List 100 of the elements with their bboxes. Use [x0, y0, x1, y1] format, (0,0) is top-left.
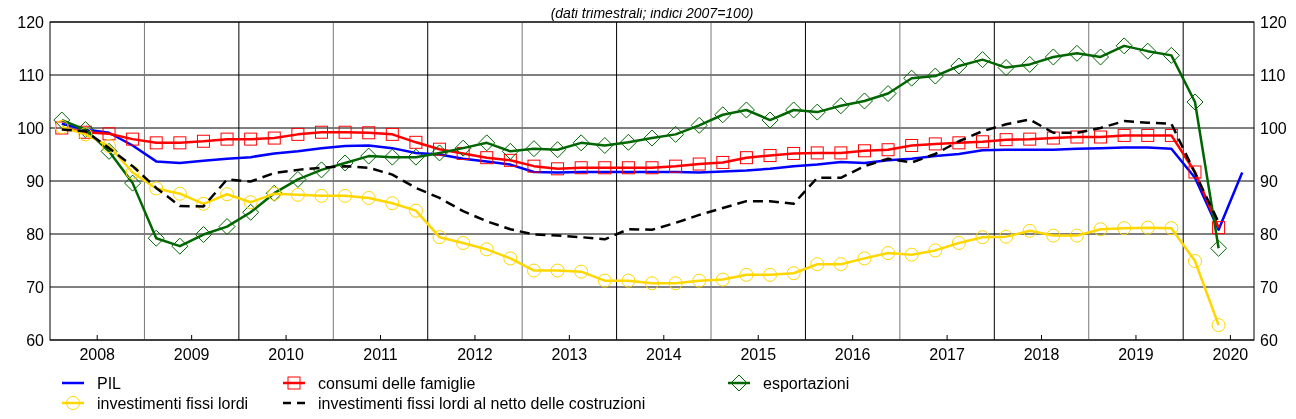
- point: [905, 138, 919, 152]
- point: [196, 134, 210, 148]
- point: [456, 146, 470, 160]
- chart-subtitle: (dati trimestrali; indici 2007=100): [550, 5, 754, 21]
- x-tick-label: 2019: [1118, 346, 1154, 363]
- x-tick-label: 2012: [457, 346, 493, 363]
- point: [574, 264, 589, 279]
- point: [1117, 221, 1132, 236]
- point: [1070, 130, 1084, 144]
- point: [383, 148, 401, 166]
- point: [407, 148, 425, 166]
- point: [1164, 221, 1179, 236]
- point: [1044, 48, 1062, 66]
- point: [1164, 128, 1178, 142]
- point: [857, 251, 872, 266]
- point: [503, 153, 517, 167]
- point: [1140, 220, 1155, 235]
- point: [149, 181, 164, 196]
- point: [291, 127, 305, 141]
- point: [149, 136, 163, 150]
- point: [833, 257, 848, 272]
- point: [786, 266, 801, 281]
- point: [879, 85, 897, 103]
- point: [598, 161, 612, 175]
- point: [126, 132, 140, 146]
- y2-tick-label: 90: [1260, 173, 1278, 190]
- point: [312, 161, 330, 179]
- point: [834, 146, 848, 160]
- point: [1046, 131, 1060, 145]
- point: [716, 155, 730, 169]
- point: [810, 257, 825, 272]
- point: [362, 126, 376, 140]
- point: [976, 135, 990, 149]
- point: [974, 51, 992, 69]
- point: [999, 229, 1014, 244]
- point: [360, 147, 378, 165]
- x-tick-label: 2010: [268, 346, 304, 363]
- y-tick-label: 120: [17, 14, 45, 31]
- point: [525, 140, 543, 158]
- point: [409, 135, 423, 149]
- point: [596, 136, 614, 154]
- point: [785, 101, 803, 119]
- point: [1187, 254, 1202, 269]
- point: [1188, 165, 1202, 179]
- point: [690, 116, 708, 134]
- point: [597, 273, 612, 288]
- point: [904, 247, 919, 262]
- point: [1093, 222, 1108, 237]
- y2-tick-label: 80: [1260, 226, 1278, 243]
- point: [336, 154, 354, 172]
- point: [125, 165, 140, 180]
- point: [1092, 48, 1110, 66]
- y2-tick-label: 110: [1260, 67, 1286, 84]
- y2-tick-label: 100: [1260, 120, 1287, 137]
- point: [549, 141, 567, 159]
- point: [999, 133, 1013, 147]
- point: [572, 134, 590, 152]
- point: [1068, 44, 1086, 62]
- point: [951, 236, 966, 251]
- point: [997, 59, 1015, 77]
- point: [692, 273, 707, 288]
- x-tick-label: 2018: [1023, 346, 1060, 363]
- point: [102, 139, 117, 154]
- legend-label: investimenti fissi lordi al netto delle costruzioni: [318, 395, 646, 412]
- point: [526, 263, 541, 278]
- point: [739, 151, 753, 165]
- point: [1210, 239, 1228, 257]
- point: [124, 174, 142, 192]
- point: [171, 237, 189, 255]
- point: [456, 236, 471, 251]
- point: [857, 144, 871, 158]
- point: [975, 230, 990, 245]
- point: [478, 134, 496, 152]
- y2-tick-label: 120: [1260, 14, 1287, 31]
- point: [643, 129, 661, 147]
- point: [385, 127, 399, 141]
- point: [928, 243, 943, 258]
- point: [432, 230, 447, 245]
- point: [926, 67, 944, 85]
- point: [881, 143, 895, 157]
- point: [1022, 223, 1037, 238]
- point: [385, 196, 400, 211]
- x-tick-label: 2014: [646, 346, 682, 363]
- point: [218, 218, 236, 236]
- y2-tick-label: 60: [1260, 332, 1278, 349]
- point: [1212, 221, 1226, 235]
- point: [501, 142, 519, 160]
- point: [574, 161, 588, 175]
- point: [314, 188, 329, 203]
- point: [314, 125, 328, 139]
- point: [1069, 228, 1084, 243]
- point: [290, 187, 305, 202]
- point: [242, 203, 260, 221]
- y2-tick-label: 70: [1260, 279, 1278, 296]
- point: [667, 125, 685, 143]
- x-tick-label: 2015: [740, 346, 777, 363]
- x-tick-label: 2016: [834, 346, 871, 363]
- point: [454, 139, 472, 157]
- x-tick-label: 2020: [1212, 346, 1249, 363]
- point: [527, 159, 541, 173]
